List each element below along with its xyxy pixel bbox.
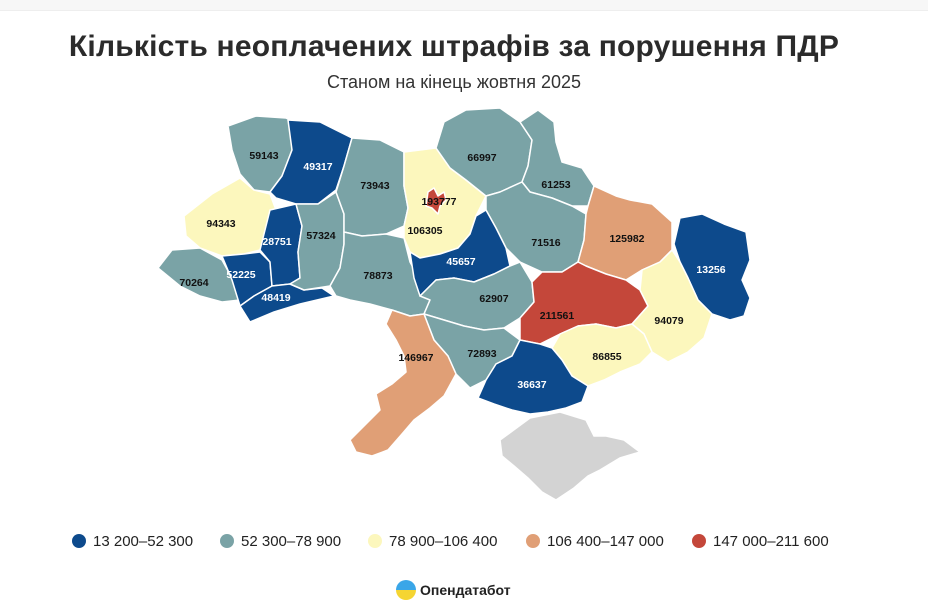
region-value-dnipropetrovsk: 211561: [540, 310, 575, 322]
page-subtitle: Станом на кінець жовтня 2025: [326, 72, 582, 92]
opendatabot-logo-icon: [396, 580, 416, 600]
legend-swatch-4: [526, 534, 540, 548]
region-value-kirovohrad: 62907: [479, 293, 508, 305]
region-odesa[interactable]: [349, 309, 457, 457]
legend-swatch-1: [72, 534, 86, 548]
region-value-kherson: 36637: [517, 379, 546, 391]
legend-swatch-3: [368, 534, 382, 548]
region-value-kharkiv: 125982: [609, 233, 644, 245]
region-value-khmelnytskyi: 57324: [306, 230, 335, 242]
region-value-rivne: 49317: [303, 161, 332, 173]
brand-name: Опендатабот: [420, 582, 511, 598]
region-value-lviv: 94343: [206, 218, 235, 230]
legend-label-3: 78 900–106 400: [389, 532, 498, 550]
legend-item-4: 106 400–147 000: [526, 530, 664, 552]
page-title: Кількість неоплачених штрафів за порушен…: [68, 30, 840, 63]
region-value-ternopil: 28751: [262, 236, 291, 248]
region-value-ivano-frankivsk: 52225: [226, 269, 255, 281]
region-value-luhansk: 13256: [696, 264, 725, 276]
region-kyiv-city[interactable]: [425, 187, 447, 215]
region-value-cherkasy: 45657: [446, 256, 475, 268]
region-value-chernihiv: 66997: [467, 152, 496, 164]
legend-item-3: 78 900–106 400: [368, 530, 497, 552]
legend-label-5: 147 000–211 600: [713, 532, 829, 550]
brand-logo[interactable]: Опендатабот: [396, 578, 511, 602]
region-value-odesa: 146967: [398, 352, 433, 364]
region-value-vinnytsia: 78873: [363, 270, 392, 282]
region-value-kyiv-city: 193777: [421, 196, 456, 208]
legend-item-2: 52 300–78 900: [220, 530, 341, 552]
region-value-sumy: 61253: [541, 179, 570, 191]
legend: 13 200–52 300 52 300–78 900 78 900–106 4…: [0, 530, 928, 552]
region-kherson[interactable]: [477, 339, 589, 415]
legend-label-4: 106 400–147 000: [547, 532, 664, 550]
region-value-kyiv-oblast: 106305: [407, 225, 442, 237]
legend-item-1: 13 200–52 300: [72, 530, 193, 552]
legend-swatch-2: [220, 534, 234, 548]
top-bar: [0, 0, 928, 11]
legend-swatch-5: [692, 534, 706, 548]
region-labels: 59143 49317 94343 70264 52225 28751 48419 57324…: [179, 150, 725, 391]
region-chernivtsi[interactable]: [239, 283, 335, 323]
region-value-zhytomyr: 73943: [360, 180, 389, 192]
region-donetsk[interactable]: [631, 249, 713, 363]
legend-item-5: 147 000–211 600: [692, 530, 829, 552]
legend-label-2: 52 300–78 900: [241, 532, 342, 550]
legend-label-1: 13 200–52 300: [93, 532, 194, 550]
region-crimea: [499, 411, 642, 501]
region-value-chernivtsi: 48419: [261, 292, 290, 304]
region-value-mykolaiv: 72893: [467, 348, 496, 360]
region-value-zaporizhzhia: 86855: [592, 351, 621, 363]
region-value-donetsk: 94079: [654, 315, 683, 327]
region-value-zakarpattia: 70264: [179, 277, 208, 289]
region-value-poltava: 71516: [531, 237, 560, 249]
region-value-volyn: 59143: [249, 150, 278, 162]
